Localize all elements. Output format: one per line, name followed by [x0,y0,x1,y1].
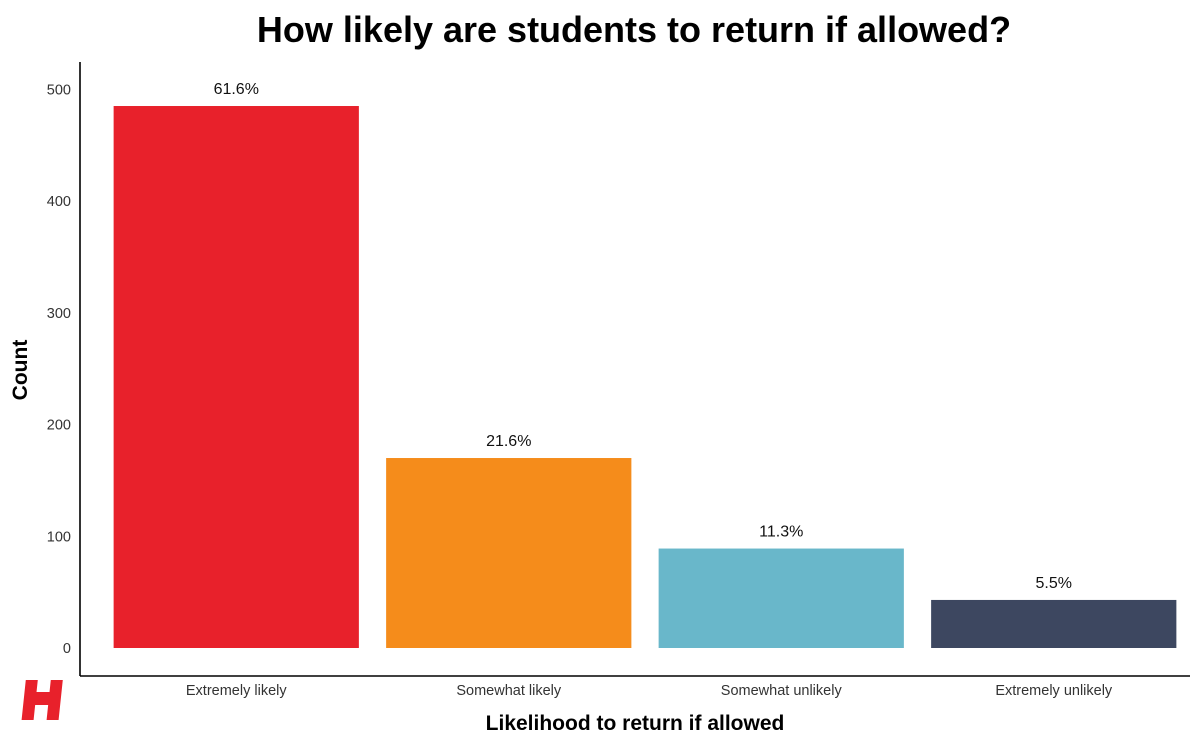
bars-group [113,106,1177,648]
chart-title: How likely are students to return if all… [257,9,1011,50]
y-tick-label: 400 [47,194,71,210]
h-logo-shape [21,680,63,720]
x-tick-labels: Extremely likely Somewhat likely Somewhat … [186,683,1113,699]
bar-extremely-unlikely [931,599,1177,648]
x-tick-label: Somewhat likely [456,683,562,699]
data-label: 11.3% [759,524,803,541]
x-tick-label: Somewhat unlikely [721,683,843,699]
y-tick-label: 500 [47,82,71,98]
h-logo-icon [21,680,63,720]
x-tick-label: Extremely unlikely [995,683,1113,699]
y-tick-labels: 0 100 200 300 400 500 [47,82,71,657]
x-tick-label: Extremely likely [186,683,287,699]
data-label: 5.5% [1036,575,1072,592]
data-labels-group: 61.6% 21.6% 11.3% 5.5% [214,81,1072,592]
data-label: 61.6% [214,81,259,98]
bar-somewhat-likely [386,458,632,648]
y-tick-label: 100 [47,529,71,545]
y-axis-title: Count [9,340,32,401]
y-tick-label: 0 [63,641,71,657]
y-tick-label: 300 [47,306,71,322]
bar-extremely-likely [113,106,359,648]
data-label: 21.6% [486,433,531,450]
bar-somewhat-unlikely [658,548,904,648]
y-tick-label: 200 [47,418,71,434]
x-axis-title: Likelihood to return if allowed [486,712,785,735]
